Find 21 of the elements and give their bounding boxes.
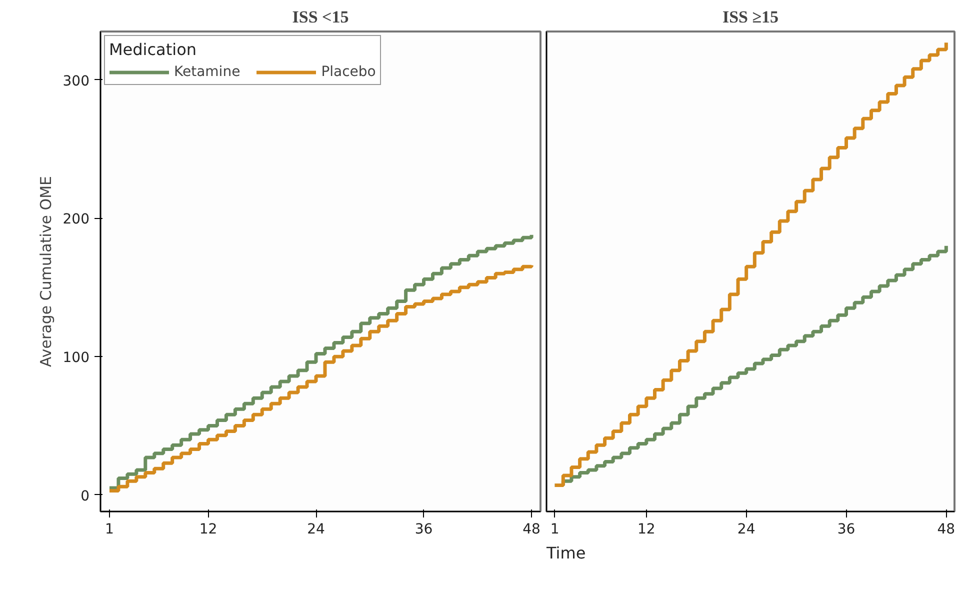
y-tick-label: 300	[62, 73, 90, 90]
x-tick-label: 36	[837, 522, 856, 538]
x-tick-label: 12	[199, 522, 218, 538]
y-axis-title: Average Cumulative OME	[36, 176, 55, 367]
legend-title: Medication	[109, 40, 198, 59]
y-tick-label: 0	[80, 488, 90, 504]
x-tick-label: 48	[937, 522, 956, 538]
legend-label: Placebo	[321, 64, 376, 80]
x-tick-label: 36	[414, 522, 433, 538]
x-tick-label: 12	[638, 522, 656, 538]
x-tick-label: 1	[550, 522, 560, 538]
x-axis-title: Time	[546, 544, 586, 562]
x-tick-label: 24	[737, 522, 756, 538]
chart-title: ISS ≥15	[722, 8, 779, 26]
x-tick-label: 48	[522, 522, 540, 538]
legend-label: Ketamine	[174, 64, 240, 80]
x-tick-label: 1	[105, 522, 114, 538]
y-tick-label: 100	[62, 350, 90, 366]
y-tick-label: 200	[62, 212, 90, 228]
x-tick-label: 24	[307, 522, 326, 538]
chart-title: ISS <15	[292, 8, 349, 26]
